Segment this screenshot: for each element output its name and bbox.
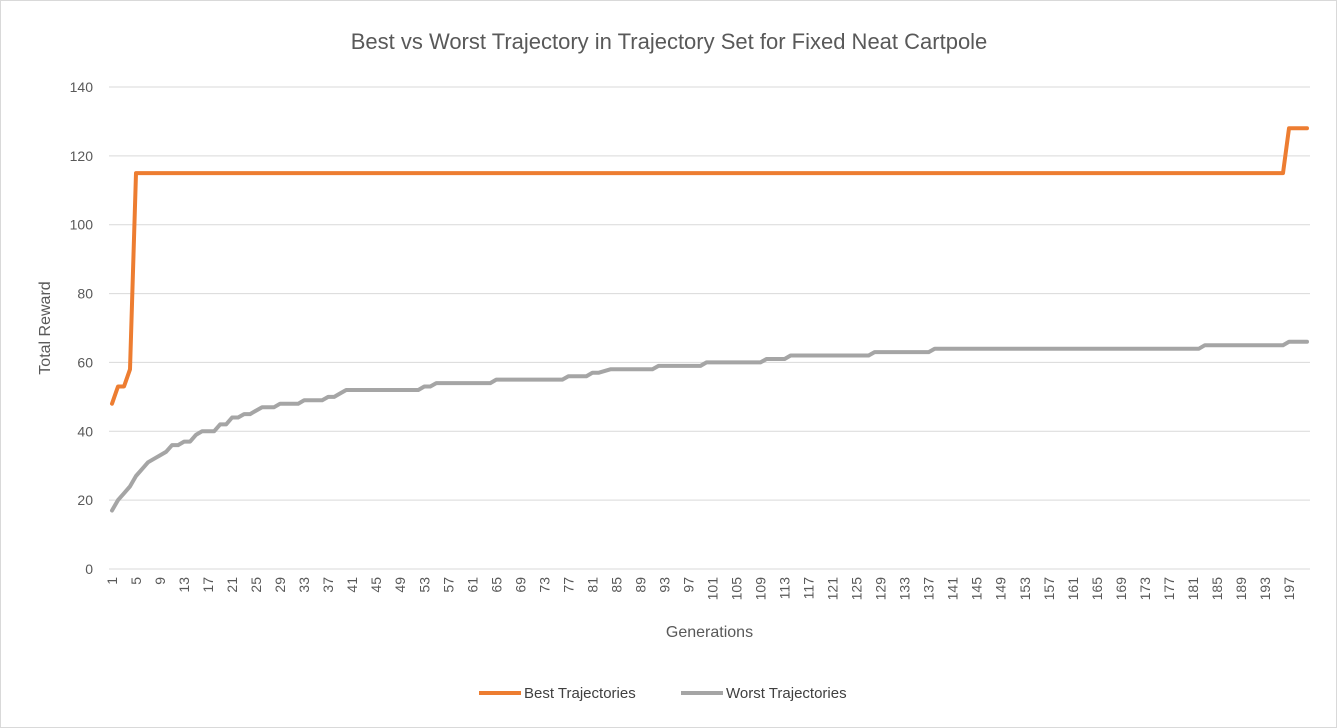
- x-tick-label: 61: [464, 577, 480, 593]
- x-tick-label: 65: [488, 577, 504, 593]
- x-tick-label: 57: [440, 577, 456, 593]
- x-axis-tick-labels: 1 5 9 13 17 21 25 29 33 37 41 45 49 53 57 61 65 69 73 77 81 8…: [104, 577, 1297, 601]
- x-tick-label: 33: [296, 577, 312, 593]
- x-tick-label: 17: [200, 577, 216, 593]
- y-tick-label: 120: [70, 148, 94, 164]
- x-tick-label: 105: [729, 577, 745, 601]
- x-tick-label: 157: [1041, 577, 1057, 601]
- legend: Best Trajectories Worst Trajectories: [479, 685, 847, 702]
- x-tick-label: 101: [705, 577, 721, 601]
- x-tick-label: 49: [392, 577, 408, 593]
- x-tick-label: 161: [1065, 577, 1081, 601]
- x-tick-label: 185: [1209, 577, 1225, 601]
- x-tick-label: 197: [1281, 577, 1297, 601]
- x-tick-label: 29: [272, 577, 288, 593]
- series-line-worst-trajectories: [110, 339, 1309, 513]
- y-tick-label: 0: [85, 561, 93, 577]
- y-tick-label: 100: [70, 217, 94, 233]
- x-tick-label: 13: [176, 577, 192, 593]
- gridlines: [109, 86, 1310, 501]
- chart-title: Best vs Worst Trajectory in Trajectory S…: [351, 29, 988, 54]
- legend-label-worst: Worst Trajectories: [726, 685, 847, 702]
- x-tick-label: 89: [632, 577, 648, 593]
- y-tick-label: 140: [70, 79, 94, 95]
- x-tick-label: 145: [969, 577, 985, 601]
- x-tick-label: 121: [825, 577, 841, 601]
- x-tick-label: 165: [1089, 577, 1105, 601]
- x-tick-label: 149: [993, 577, 1009, 601]
- x-tick-label: 93: [656, 577, 672, 593]
- x-tick-label: 85: [608, 577, 624, 593]
- x-tick-label: 25: [248, 577, 264, 593]
- series-lines: [110, 126, 1309, 513]
- x-tick-label: 125: [849, 577, 865, 601]
- legend-label-best: Best Trajectories: [524, 685, 636, 702]
- x-tick-label: 73: [536, 577, 552, 593]
- x-tick-label: 45: [368, 577, 384, 593]
- x-tick-label: 137: [921, 577, 937, 601]
- x-tick-label: 117: [801, 577, 817, 600]
- x-tick-label: 69: [512, 577, 528, 593]
- y-tick-label: 20: [77, 492, 93, 508]
- x-tick-label: 193: [1257, 577, 1273, 601]
- x-tick-label: 9: [152, 577, 168, 585]
- x-tick-label: 181: [1185, 577, 1201, 601]
- x-tick-label: 77: [560, 577, 576, 593]
- y-tick-label: 60: [77, 354, 93, 370]
- x-tick-label: 169: [1113, 577, 1129, 601]
- x-tick-label: 97: [680, 577, 696, 593]
- x-tick-label: 1: [104, 577, 120, 585]
- x-tick-label: 41: [344, 577, 360, 593]
- x-tick-label: 177: [1161, 577, 1177, 601]
- x-tick-label: 133: [897, 577, 913, 601]
- x-tick-label: 141: [945, 577, 961, 601]
- x-tick-label: 173: [1137, 577, 1153, 601]
- x-tick-label: 21: [224, 577, 240, 593]
- y-tick-label: 40: [77, 423, 93, 439]
- x-tick-label: 5: [128, 577, 144, 585]
- x-tick-label: 109: [753, 577, 769, 601]
- x-tick-label: 37: [320, 577, 336, 593]
- x-tick-label: 129: [873, 577, 889, 601]
- x-axis-title: Generations: [666, 624, 753, 641]
- series-line-best-trajectories: [110, 126, 1309, 406]
- y-tick-label: 80: [77, 286, 93, 302]
- x-tick-label: 113: [777, 577, 793, 600]
- x-tick-label: 81: [584, 577, 600, 593]
- x-tick-label: 153: [1017, 577, 1033, 601]
- y-axis-title: Total Reward: [37, 281, 54, 374]
- y-axis-tick-labels: 0 20 40 60 80 100 120 140: [70, 79, 94, 577]
- x-tick-label: 189: [1233, 577, 1249, 601]
- x-tick-label: 53: [416, 577, 432, 593]
